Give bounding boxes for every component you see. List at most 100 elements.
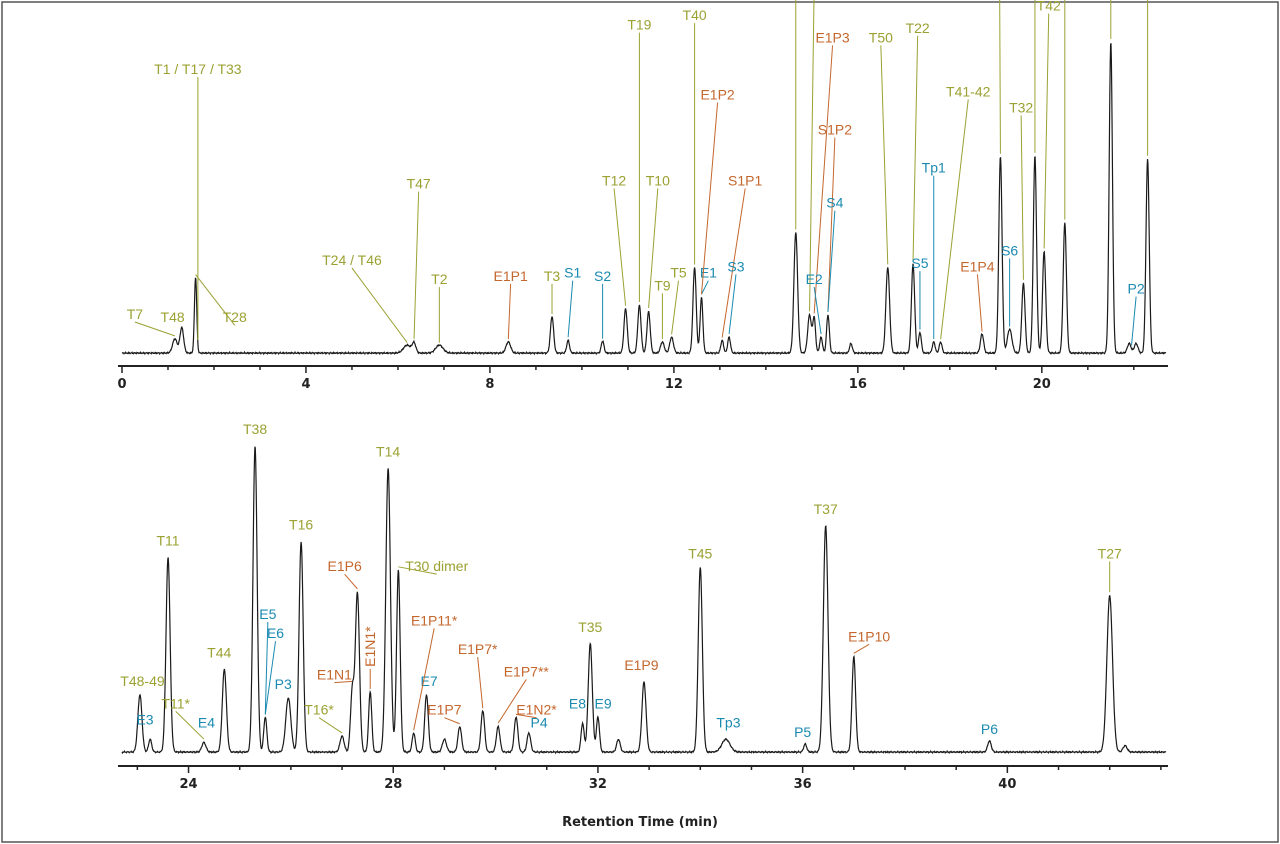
- x-tick-label: 0: [117, 377, 126, 392]
- peak-label: T30 dimer: [405, 558, 468, 574]
- x-tick-label: 36: [794, 777, 812, 792]
- peak-label-leader: [999, 0, 1001, 154]
- peak-label: T5: [670, 265, 687, 281]
- peak-label-leader: [413, 191, 420, 339]
- peak-label-leader: [398, 566, 437, 575]
- peak-label: T45: [688, 545, 712, 561]
- peak-label: Tp3: [716, 714, 740, 730]
- peak-label: E1N1: [317, 667, 352, 683]
- x-tick-label: 12: [665, 377, 683, 392]
- peak-label: S3: [727, 258, 744, 274]
- peak-label-leader: [134, 321, 176, 337]
- peak-label: T47: [407, 176, 431, 192]
- peak-label-leader: [809, 0, 815, 312]
- x-tick-label: 28: [384, 777, 402, 792]
- peak-label: P4: [531, 714, 548, 730]
- chromatogram-trace: [121, 446, 1167, 755]
- peak-label: T44: [207, 644, 231, 660]
- peak-label: T1 / T17 / T33: [154, 61, 242, 77]
- peak-label: S2: [594, 268, 611, 284]
- peak-label: S1P2: [818, 122, 852, 138]
- peak-label: T38: [243, 421, 267, 437]
- peak-label: T42: [1037, 0, 1061, 14]
- peak-label: T27: [1098, 545, 1122, 561]
- peak-label: Tp1: [922, 160, 946, 176]
- peak-label-leader: [195, 274, 236, 326]
- peak-label: E1P10: [848, 628, 890, 644]
- peak-label: T11*: [161, 695, 190, 711]
- peak-label: E1P7**: [504, 663, 550, 679]
- peak-label-leader: [477, 657, 484, 709]
- peak-label: T41-42: [946, 83, 991, 99]
- peak-label: T9: [654, 277, 671, 293]
- peak-label: S4: [826, 195, 843, 211]
- peak-label: T24 / T46: [322, 252, 382, 268]
- peak-label: E5: [259, 606, 276, 622]
- peak-label-leader: [853, 643, 870, 654]
- peak-label-leader: [671, 280, 679, 335]
- peak-label-leader: [701, 280, 709, 295]
- x-tick-label: 16: [849, 377, 867, 392]
- peak-label: S1: [564, 265, 581, 281]
- peak-label: E1P6: [327, 558, 361, 574]
- peak-label: T40: [683, 7, 707, 23]
- peak-label-leader: [318, 717, 343, 734]
- peak-label: E1P4: [960, 258, 994, 274]
- peak-label: T37: [814, 501, 838, 517]
- peak-label-leader: [827, 137, 836, 312]
- peak-label: T11: [157, 533, 180, 549]
- peak-label: E2: [806, 271, 823, 287]
- peak-label: P3: [275, 676, 292, 692]
- peak-label-leader: [264, 622, 269, 715]
- peak-label: T35: [578, 619, 602, 635]
- peak-label-leader: [827, 210, 836, 312]
- x-tick-label: 8: [485, 377, 494, 392]
- peak-label: E6: [267, 625, 284, 641]
- peak-label-leader: [444, 717, 460, 725]
- peak-label-leader: [507, 283, 512, 340]
- peak-label: T16*: [304, 702, 334, 718]
- x-axis-title: Retention Time (min): [562, 815, 718, 830]
- peak-label: P2: [1128, 281, 1145, 297]
- x-tick-label: 32: [589, 777, 607, 792]
- peak-label: S5: [911, 255, 928, 271]
- peak-label-leader: [264, 641, 277, 715]
- peak-label: E1P11*: [411, 612, 458, 628]
- peak-label: T12: [602, 172, 626, 188]
- peak-label: P6: [981, 721, 998, 737]
- peak-label-leader: [700, 102, 719, 295]
- peak-label-leader: [515, 713, 537, 719]
- peak-label-leader: [1131, 296, 1137, 346]
- peak-label: E1P7: [427, 702, 461, 718]
- peak-label-leader: [1020, 115, 1024, 280]
- x-tick-label: 24: [179, 777, 197, 792]
- peak-label: E1P1: [494, 268, 528, 284]
- peak-label-leader: [648, 188, 659, 309]
- peak-label: T2: [431, 271, 448, 287]
- peak-label-leader: [813, 286, 822, 335]
- peak-label: T48-49: [120, 673, 165, 689]
- peak-label: S1P1: [728, 172, 762, 188]
- peak-label: T10: [646, 172, 670, 188]
- peak-label: T14: [376, 443, 400, 459]
- peak-label: E1: [700, 265, 717, 281]
- peak-label-leader: [344, 573, 358, 590]
- peak-label: T32: [1009, 99, 1033, 115]
- peak-label: P5: [794, 724, 811, 740]
- peak-label-leader: [940, 99, 969, 340]
- peak-label-leader: [912, 35, 919, 261]
- peak-label-leader: [976, 274, 983, 332]
- x-tick-label: 20: [1033, 377, 1051, 392]
- peak-label-leader: [880, 45, 889, 265]
- peak-label: T48: [161, 309, 185, 325]
- x-tick-label: 40: [998, 777, 1016, 792]
- peak-label-leader: [1043, 13, 1050, 249]
- peak-label: T3: [544, 268, 561, 284]
- peak-label: E1P7*: [458, 641, 498, 657]
- peak-label-leader: [175, 710, 205, 740]
- peak-label-leader: [334, 680, 353, 684]
- peak-label-leader: [613, 188, 627, 306]
- peak-label-leader: [728, 274, 737, 334]
- peak-label: E1N1*: [362, 626, 378, 667]
